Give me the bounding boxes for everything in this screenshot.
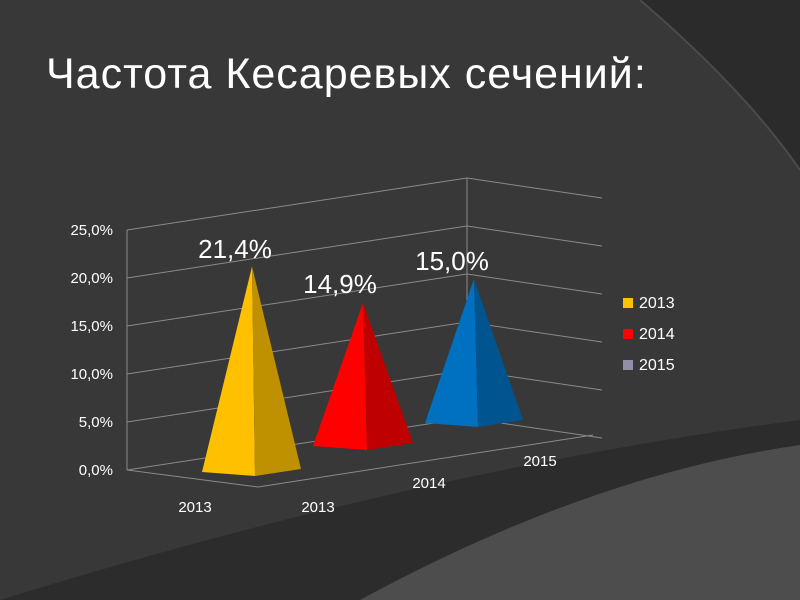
y-axis-ticks: 0,0% 5,0% 10,0% 15,0% 20,0% 25,0% <box>70 222 113 479</box>
depth-axis-line <box>257 434 594 488</box>
legend-swatch <box>623 360 633 370</box>
bar-face-side <box>474 279 523 427</box>
legend-swatch <box>623 298 633 308</box>
bar-face-side <box>252 266 301 476</box>
legend-label: 2013 <box>639 295 675 312</box>
chart-bars <box>202 266 523 476</box>
y-tick-label: 15,0% <box>70 318 113 335</box>
legend-swatch <box>623 329 633 339</box>
y-tick-label: 0,0% <box>79 462 113 479</box>
gridline <box>126 177 603 231</box>
legend-label: 2014 <box>639 326 675 343</box>
bar-face-front <box>313 302 367 450</box>
x-axis-line <box>126 469 259 488</box>
bar-2015 <box>425 279 523 427</box>
depth-tick-label: 2013 <box>301 499 334 516</box>
slide-title: Частота Кесаревых сечений: <box>46 50 647 98</box>
x-tick-label: 2013 <box>178 499 211 516</box>
bar-2013 <box>202 266 301 476</box>
data-label: 15,0% <box>415 246 489 276</box>
chart-legend: 2013 2014 2015 <box>623 295 675 374</box>
legend-label: 2015 <box>639 357 675 374</box>
y-tick-label: 25,0% <box>70 222 113 239</box>
x-axis-ticks: 2013 2013 2014 2015 <box>178 453 556 516</box>
bar-face-front <box>202 266 255 476</box>
depth-tick-label: 2015 <box>523 453 556 470</box>
data-label: 14,9% <box>303 269 377 299</box>
y-tick-label: 20,0% <box>70 270 113 287</box>
bar-2014 <box>313 302 413 450</box>
y-tick-label: 10,0% <box>70 366 113 383</box>
bar-face-side <box>363 302 413 450</box>
depth-tick-label: 2014 <box>412 475 445 492</box>
y-tick-label: 5,0% <box>79 414 113 431</box>
data-labels: 21,4% 14,9% 15,0% <box>198 234 489 299</box>
bar-face-front <box>425 279 478 427</box>
data-label: 21,4% <box>198 234 272 264</box>
